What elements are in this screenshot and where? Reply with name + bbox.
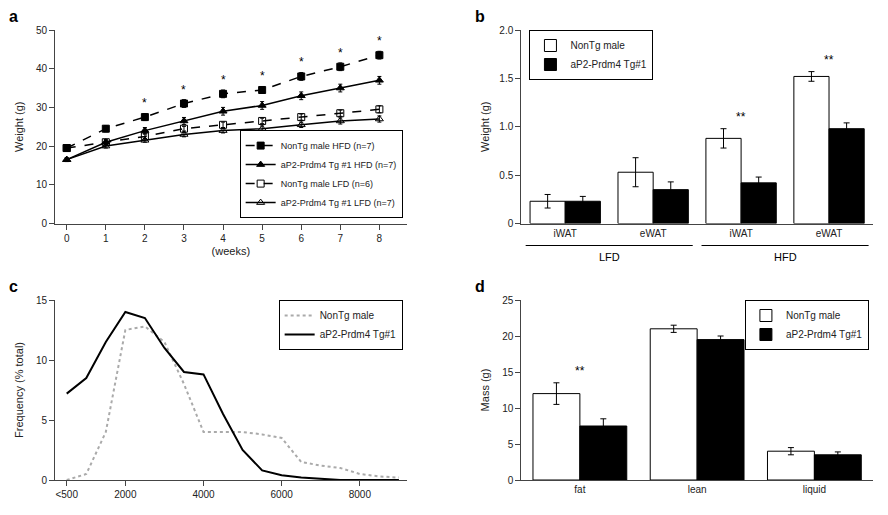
- svg-text:10: 10: [502, 403, 514, 414]
- svg-text:10: 10: [36, 179, 48, 190]
- svg-text:40: 40: [36, 63, 48, 74]
- svg-text:0: 0: [508, 218, 514, 229]
- svg-text:d: d: [475, 278, 485, 295]
- svg-text:15: 15: [36, 295, 48, 306]
- svg-text:iWAT: iWAT: [729, 228, 752, 239]
- svg-text:*: *: [260, 69, 265, 83]
- svg-text:4000: 4000: [192, 489, 215, 500]
- svg-text:NonTg male HFD (n=7): NonTg male HFD (n=7): [281, 141, 375, 151]
- svg-text:Frequency (% total): Frequency (% total): [13, 342, 25, 438]
- svg-text:5: 5: [41, 415, 47, 426]
- svg-text:2000: 2000: [114, 489, 137, 500]
- svg-text:c: c: [9, 278, 18, 295]
- svg-text:a: a: [9, 8, 18, 25]
- svg-text:20: 20: [502, 331, 514, 342]
- svg-text:NonTg male: NonTg male: [320, 310, 375, 321]
- svg-text:5: 5: [508, 439, 514, 450]
- svg-text:eWAT: eWAT: [640, 228, 667, 239]
- svg-text:10: 10: [36, 355, 48, 366]
- svg-text:*: *: [221, 73, 226, 87]
- svg-text:2.0: 2.0: [499, 25, 513, 36]
- svg-text:Weight (g): Weight (g): [479, 101, 491, 152]
- svg-text:25: 25: [502, 295, 514, 306]
- svg-text:*: *: [181, 83, 186, 97]
- svg-text:fat: fat: [574, 484, 585, 495]
- svg-text:6: 6: [298, 233, 304, 244]
- svg-text:1.5: 1.5: [499, 73, 513, 84]
- svg-text:0.5: 0.5: [499, 170, 513, 181]
- svg-text:aP2-Prdm4 Tg#1: aP2-Prdm4 Tg#1: [570, 59, 646, 70]
- svg-text:aP2-Prdm4 Tg #1 LFD (n=7): aP2-Prdm4 Tg #1 LFD (n=7): [281, 198, 395, 208]
- svg-text:<500: <500: [55, 489, 78, 500]
- svg-text:4: 4: [220, 233, 226, 244]
- svg-text:5: 5: [259, 233, 265, 244]
- svg-text:0: 0: [64, 233, 70, 244]
- svg-text:*: *: [377, 34, 382, 48]
- svg-text:aP2-Prdm4 Tg#1: aP2-Prdm4 Tg#1: [786, 329, 862, 340]
- svg-text:Weight (g): Weight (g): [13, 101, 25, 152]
- svg-text:0: 0: [41, 218, 47, 229]
- svg-text:liquid: liquid: [803, 484, 826, 495]
- svg-text:eWAT: eWAT: [816, 228, 843, 239]
- svg-text:NonTg male: NonTg male: [570, 40, 625, 51]
- svg-text:0: 0: [41, 475, 47, 486]
- svg-text:50: 50: [36, 25, 48, 36]
- svg-text:**: **: [575, 364, 585, 378]
- svg-text:7: 7: [338, 233, 344, 244]
- svg-text:lean: lean: [688, 484, 707, 495]
- svg-text:8000: 8000: [349, 489, 372, 500]
- svg-text:*: *: [299, 55, 304, 69]
- svg-text:NonTg male: NonTg male: [786, 310, 841, 321]
- svg-text:6000: 6000: [271, 489, 294, 500]
- svg-text:aP2-Prdm4 Tg #1 HFD (n=7): aP2-Prdm4 Tg #1 HFD (n=7): [281, 160, 397, 170]
- svg-text:0: 0: [508, 475, 514, 486]
- svg-text:*: *: [142, 96, 147, 110]
- svg-text:15: 15: [502, 367, 514, 378]
- svg-text:aP2-Prdm4 Tg#1: aP2-Prdm4 Tg#1: [320, 329, 396, 340]
- svg-text:**: **: [824, 53, 834, 67]
- svg-text:HFD: HFD: [774, 251, 797, 263]
- svg-text:20: 20: [36, 141, 48, 152]
- svg-text:2: 2: [142, 233, 148, 244]
- svg-text:**: **: [736, 110, 746, 124]
- svg-text:8: 8: [377, 233, 383, 244]
- svg-text:(weeks): (weeks): [212, 245, 251, 257]
- svg-text:LFD: LFD: [599, 251, 620, 263]
- svg-text:b: b: [475, 8, 485, 25]
- svg-text:*: *: [338, 46, 343, 60]
- svg-text:NonTg male LFD (n=6): NonTg male LFD (n=6): [281, 179, 373, 189]
- svg-text:30: 30: [36, 102, 48, 113]
- svg-text:1: 1: [103, 233, 109, 244]
- svg-text:1.0: 1.0: [499, 121, 513, 132]
- svg-text:3: 3: [181, 233, 187, 244]
- svg-text:Mass (g): Mass (g): [479, 369, 491, 412]
- svg-text:iWAT: iWAT: [554, 228, 577, 239]
